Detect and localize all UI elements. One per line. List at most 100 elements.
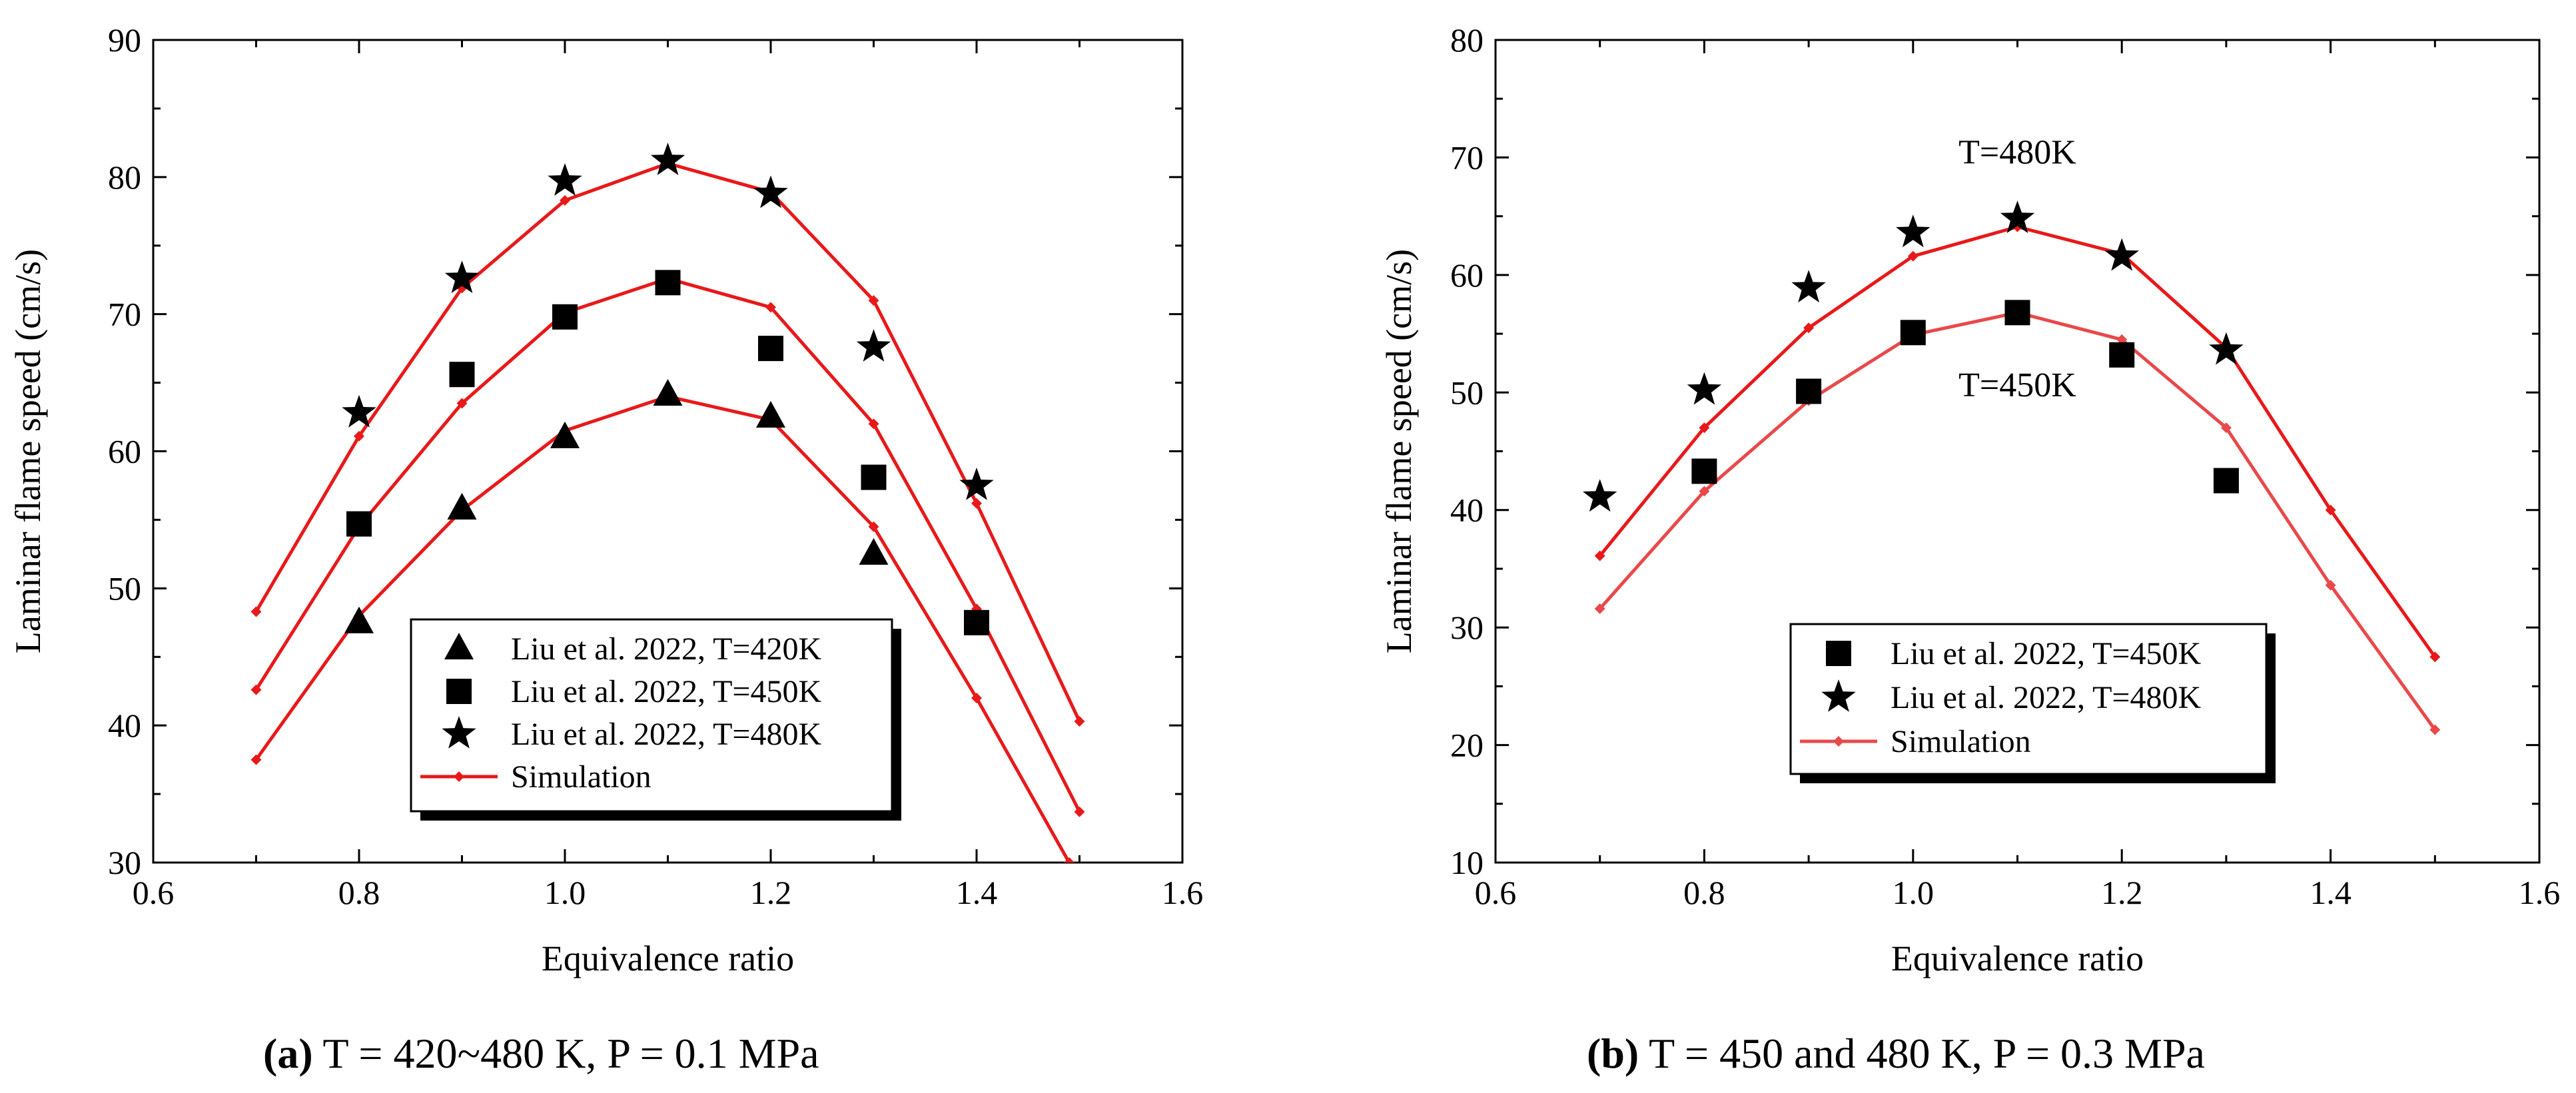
caption-a: (a) T = 420~480 K, P = 0.1 MPa <box>263 1029 819 1078</box>
simulation-line <box>1598 225 2437 658</box>
legend-swatch-marker <box>1833 736 1844 747</box>
simulation-point <box>1699 422 1710 434</box>
x-axis-title: Equivalence ratio <box>1891 938 2144 978</box>
simulation-point <box>1064 857 1075 863</box>
legend-swatch-star <box>442 716 476 749</box>
caption-b-label: (b) <box>1587 1030 1639 1077</box>
y-tick-label: 30 <box>1450 609 1484 646</box>
simulation-point <box>250 754 262 765</box>
data-point-triangle <box>653 379 683 406</box>
simulation-point <box>1699 486 1710 497</box>
scatter-series-square <box>346 270 989 635</box>
simulation-point <box>2429 651 2441 663</box>
simulation-point <box>1594 550 1605 561</box>
data-point-star <box>650 143 685 175</box>
data-point-star <box>2209 332 2244 365</box>
data-point-square <box>861 464 887 490</box>
data-point-star <box>1583 479 1617 512</box>
simulation-point <box>456 398 468 409</box>
y-tick-label: 70 <box>108 296 141 333</box>
simulation-point <box>2429 724 2441 735</box>
data-point-star <box>1687 372 1722 405</box>
data-point-square <box>2109 342 2135 368</box>
legend: Liu et al. 2022, T=420K Liu et al. 2022, … <box>410 618 901 821</box>
simulation-point <box>1074 806 1085 817</box>
data-point-square <box>552 304 578 330</box>
simulation-point <box>250 684 262 695</box>
x-tick-label: 1.6 <box>1162 874 1204 911</box>
caption-b-text: T = 450 and 480 K, P = 0.3 MPa <box>1639 1030 2205 1077</box>
data-point-star <box>1791 270 1826 303</box>
legend-swatch-marker <box>454 771 464 782</box>
y-axis-title: Laminar flame speed (cm/s) <box>1379 249 1419 653</box>
x-tick-label: 0.8 <box>1683 874 1725 911</box>
data-point-star <box>753 175 788 208</box>
data-point-star <box>1896 214 1931 248</box>
data-point-square <box>2213 468 2239 494</box>
data-point-triangle <box>344 606 374 633</box>
data-point-square <box>449 362 475 388</box>
y-tick-label: 60 <box>108 433 141 470</box>
simulation-point <box>1907 250 1919 262</box>
legend-entry: Liu et al. 2022, T=450K <box>1891 636 2201 671</box>
simulation-point <box>1074 715 1085 727</box>
simulation-point <box>868 521 879 532</box>
data-point-star <box>959 468 994 500</box>
scatter-series-square <box>1691 300 2239 494</box>
simulation-point <box>2116 334 2128 345</box>
data-point-square <box>2004 300 2030 326</box>
x-axis-title: Equivalence ratio <box>542 938 794 978</box>
legend-swatch-square <box>1826 641 1851 666</box>
legend-entry: Liu et al. 2022, T=450K <box>511 674 821 709</box>
data-point-triangle <box>859 538 889 565</box>
y-tick-label: 50 <box>108 569 141 607</box>
x-tick-label: 0.6 <box>133 874 175 911</box>
data-point-star <box>856 329 891 362</box>
simulation-point <box>868 295 879 306</box>
curve-annotation: T=480K <box>1958 134 2076 172</box>
legend: Liu et al. 2022, T=450K Liu et al. 2022, … <box>1789 623 2276 783</box>
simulation-point <box>971 693 982 703</box>
x-tick-label: 0.6 <box>1475 874 1517 911</box>
caption-b: (b) T = 450 and 480 K, P = 0.3 MPa <box>1587 1029 2205 1078</box>
data-point-square <box>1900 320 1926 346</box>
x-tick-label: 1.4 <box>956 874 998 911</box>
simulation-point <box>354 430 364 442</box>
caption-a-text: T = 420~480 K, P = 0.1 MPa <box>312 1030 819 1077</box>
data-point-star <box>2104 238 2139 271</box>
simulation-point <box>560 194 570 206</box>
simulation-point <box>250 606 262 617</box>
simulation-point <box>765 302 776 313</box>
y-tick-label: 30 <box>108 844 141 881</box>
data-point-star <box>342 394 376 428</box>
legend-entry: Liu et al. 2022, T=420K <box>511 631 821 667</box>
data-point-star <box>548 163 582 196</box>
legend-box <box>1789 623 2268 775</box>
simulation-point <box>971 498 982 509</box>
legend-entry: Simulation <box>511 759 651 795</box>
y-axis-title: Laminar flame speed (cm/s) <box>8 249 48 653</box>
data-point-star <box>2000 200 2035 233</box>
y-tick-label: 10 <box>1450 844 1484 881</box>
data-point-square <box>346 511 372 537</box>
data-point-square <box>655 270 681 296</box>
data-point-star <box>444 260 480 293</box>
x-tick-label: 0.8 <box>338 874 380 911</box>
x-tick-label: 1.0 <box>544 874 586 911</box>
x-tick-label: 1.2 <box>750 874 792 911</box>
simulation-point <box>2325 579 2336 591</box>
simulation-point <box>1803 322 1815 334</box>
simulation-point <box>2220 422 2232 434</box>
y-tick-label: 40 <box>108 707 141 744</box>
y-tick-label: 50 <box>1450 374 1484 411</box>
scatter-series-star <box>1583 200 2244 512</box>
chart-panel-b: 0.6 0.8 1.0 1.2 1.4 1.6 10 20 30 40 50 60 70 80 Equiva… <box>1379 21 2560 978</box>
scatter-series-star <box>342 143 994 500</box>
legend-entry: Liu et al. 2022, T=480K <box>1891 680 2201 715</box>
legend-entry: Liu et al. 2022, T=480K <box>511 717 821 752</box>
x-tick-label: 1.6 <box>2519 874 2561 911</box>
legend-swatch-star <box>1821 679 1856 712</box>
y-tick-label: 20 <box>1450 727 1484 764</box>
simulation-point <box>868 418 879 430</box>
